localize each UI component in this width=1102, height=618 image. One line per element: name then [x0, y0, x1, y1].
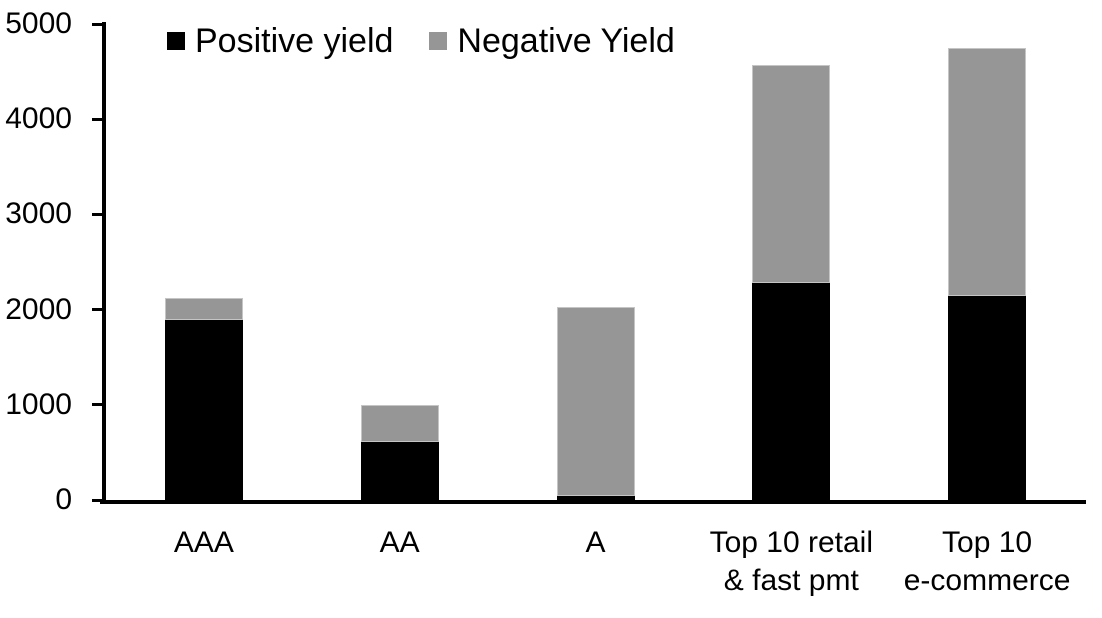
bar-segment-positive: [360, 441, 439, 500]
x-category-label-line: A: [585, 526, 606, 559]
y-tick-mark: [92, 22, 103, 26]
y-tick-label: 5000: [5, 7, 72, 40]
y-tick-mark: [92, 403, 103, 407]
bar-segment-negative: [164, 298, 243, 321]
y-tick-label: 1000: [5, 387, 72, 421]
legend-item: Positive yield: [167, 22, 393, 60]
y-tick-mark: [92, 308, 103, 312]
legend-swatch-icon: [167, 32, 185, 50]
plot-area: [106, 24, 1085, 500]
bar-segment-positive: [948, 296, 1027, 500]
x-axis-line: [100, 500, 1086, 504]
legend: Positive yield Negative Yield: [167, 22, 675, 60]
bar-5: [948, 47, 1027, 500]
x-category-label-line: AA: [379, 526, 420, 559]
bar-3: [556, 306, 635, 500]
y-tick-label: 0: [55, 483, 72, 516]
bar-segment-negative: [360, 404, 439, 442]
bar-1: [164, 298, 243, 500]
x-category-label: Top 10 retail & fast pmt: [693, 524, 889, 600]
bar-segment-positive: [164, 320, 243, 500]
y-tick-mark: [92, 212, 103, 216]
legend-label: Negative Yield: [457, 22, 675, 60]
x-category-label: Top 10 e-commerce: [889, 524, 1085, 600]
bar-segment-positive: [752, 282, 831, 500]
y-tick-mark: [92, 117, 103, 121]
bar-segment-positive: [556, 496, 635, 500]
legend-swatch-icon: [429, 32, 448, 50]
y-tick-mark: [92, 498, 103, 502]
bar-2: [360, 404, 439, 500]
bar-segment-negative: [948, 47, 1027, 297]
y-tick-label: 4000: [5, 102, 72, 136]
bar-segment-negative: [752, 64, 831, 283]
bar-4: [752, 64, 831, 500]
y-axis-line: [102, 22, 106, 504]
x-category-label: AAA: [106, 524, 302, 600]
x-category-label-line: AAA: [173, 526, 234, 559]
x-axis-labels: AAA AA A Top 10 retail & fast pmt Top 10 e-com…: [106, 524, 1085, 600]
x-category-label-line: Top 10 retail: [709, 526, 873, 559]
x-category-label-line: Top 10: [942, 526, 1033, 559]
x-category-label-line: & fast pmt: [723, 564, 859, 597]
x-category-label: A: [498, 524, 694, 600]
legend-item: Negative Yield: [429, 22, 675, 60]
y-tick-label: 2000: [5, 292, 72, 326]
legend-label: Positive yield: [195, 22, 394, 60]
y-tick-label: 3000: [5, 197, 72, 231]
bar-segment-negative: [556, 306, 635, 497]
x-category-label: AA: [302, 524, 498, 600]
x-category-label-line: e-commerce: [903, 564, 1071, 597]
